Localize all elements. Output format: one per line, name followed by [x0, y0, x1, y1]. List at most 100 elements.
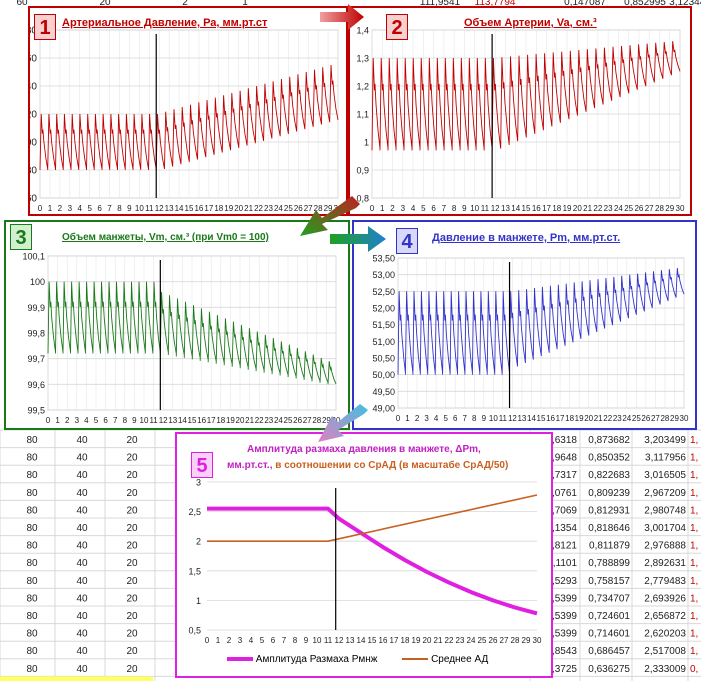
x-tick-label: 4 — [434, 414, 439, 423]
x-tick-label: 11 — [145, 204, 154, 213]
x-tick-label: 16 — [194, 204, 203, 213]
y-tick-label: 99,9 — [27, 303, 45, 313]
x-tick-label: 3 — [424, 414, 429, 423]
sheet-cell-c: 20 — [126, 541, 138, 552]
x-tick-label: 6 — [97, 204, 102, 213]
y-tick-label: 51,50 — [372, 320, 395, 330]
x-tick-label: 22 — [603, 414, 612, 423]
waveform-line — [397, 267, 685, 375]
arrow-4-to-5 — [318, 404, 368, 442]
sheet-cell-e: 0,636275 — [588, 664, 630, 675]
x-tick-label: 21 — [594, 414, 603, 423]
sheet-cell-a: 80 — [26, 541, 38, 552]
x-tick-label: 14 — [175, 204, 184, 213]
sheet-cell-c: 20 — [126, 488, 138, 499]
x-tick-label: 19 — [224, 204, 233, 213]
chart-panel-arterial-pressure: 6080100120140160180012345678910111213141… — [28, 6, 348, 216]
chart-badge-2: 2 — [386, 14, 408, 40]
sheet-cell-e: 0,724601 — [588, 611, 630, 622]
x-tick-label: 24 — [274, 204, 283, 213]
x-tick-label: 5 — [87, 204, 92, 213]
y-tick-label: 1 — [364, 138, 369, 148]
sheet-cell-d: 0,8543 — [546, 646, 577, 657]
x-tick-label: 27 — [651, 414, 660, 423]
x-tick-label: 23 — [264, 204, 273, 213]
x-tick-label: 20 — [236, 416, 245, 425]
arrow-2-to-3 — [300, 196, 360, 236]
sheet-cell-e: 0,822683 — [588, 470, 630, 481]
sheet-cell-a: 80 — [26, 453, 38, 464]
chart-title-cuff-volume: Объем манжеты, Vm, см.³ (при Vm0 = 100) — [62, 232, 269, 243]
sheet-cell-f: 2,517008 — [644, 646, 686, 657]
chart-panel-cuff-volume: 99,5 99,6 99,7 99,8 99,9 100 100,1 0 1 2 3 4 5 6 7 8 9 10… — [4, 220, 350, 430]
sheet-cell-c: 20 — [126, 523, 138, 534]
sheet-cell-d: 0,7317 — [546, 470, 577, 481]
legend: Амплитуда Размаха Рмнж Среднее АД — [227, 654, 488, 665]
x-tick-label: 1 — [48, 204, 53, 213]
x-tick-label: 21 — [434, 636, 443, 645]
sheet-top-cell: 0,147087 — [564, 0, 606, 8]
x-tick-label: 26 — [634, 204, 643, 213]
x-tick-label: 6 — [271, 636, 276, 645]
x-tick-label: 11 — [324, 636, 333, 645]
x-tick-label: 19 — [412, 636, 421, 645]
y-tick-label: 99,8 — [27, 329, 45, 339]
waveform-line — [47, 281, 337, 385]
x-tick-label: 11 — [481, 204, 490, 213]
y-tick-label: 50,50 — [372, 354, 395, 364]
x-tick-label: 21 — [245, 416, 254, 425]
sheet-cell-a: 80 — [26, 470, 38, 481]
y-tick-label: 80 — [30, 166, 37, 177]
y-tick-label: 53,50 — [372, 254, 395, 264]
chart-panel-cuff-pressure: 49,00 49,50 50,00 50,50 51,00 51,50 52,00 52,50… — [352, 220, 697, 430]
sheet-cell-edge: 1, — [690, 488, 698, 499]
sheet-cell-c: 20 — [126, 629, 138, 640]
x-tick-label: 28 — [312, 416, 321, 425]
sheet-cell-a: 80 — [26, 646, 38, 657]
x-tick-label: 0 — [205, 636, 210, 645]
x-tick-label: 0 — [46, 416, 51, 425]
sheet-highlight-row — [0, 676, 153, 681]
sheet-cell-edge: 1, — [690, 470, 698, 481]
x-tick-label: 25 — [284, 204, 293, 213]
x-tick-label: 29 — [324, 204, 333, 213]
x-tick-label: 28 — [511, 636, 520, 645]
x-tick-label: 3 — [75, 416, 80, 425]
sheet-cell-edge: 1, — [690, 576, 698, 587]
sheet-top-cell: 111,9541 — [420, 0, 461, 8]
sheet-cell-b: 40 — [76, 611, 88, 622]
sheet-cell-c: 20 — [126, 664, 138, 675]
x-tick-label: 18 — [565, 414, 574, 423]
sheet-cell-e: 0,811879 — [589, 541, 630, 552]
sheet-cell-e: 0,714601 — [588, 629, 630, 640]
x-tick-label: 20 — [234, 204, 243, 213]
sheet-cell-f: 2,892631 — [644, 558, 686, 569]
x-tick-label: 16 — [532, 204, 541, 213]
sheet-cell-d: 0,5293 — [546, 576, 577, 587]
sheet-cell-c: 20 — [126, 435, 138, 446]
y-tick-label: 51,00 — [372, 337, 395, 347]
sheet-cell-c: 20 — [126, 576, 138, 587]
x-tick-label: 22 — [254, 204, 263, 213]
y-tick-label: 1 — [196, 596, 201, 606]
chart-panel-artery-volume: 0,8 0,9 1 1,1 1,2 1,3 1,4 0 1 2 3 4 5 6 7 8 9 10 11 12 13 14 1… — [348, 6, 692, 216]
chart-amplitude: 0,511,522,530 1 2 3 4 5 6 7 8 9 10 11 12 13 14 15 16 17 18… — [188, 478, 542, 646]
sheet-top-cell: 113,7794 — [475, 0, 516, 8]
sheet-cell-b: 40 — [76, 453, 88, 464]
chart-badge-4: 4 — [396, 228, 418, 254]
sheet-cell-b: 40 — [76, 505, 88, 516]
x-tick-label: 15 — [368, 636, 377, 645]
x-tick-label: 27 — [303, 416, 312, 425]
sheet-cell-e: 0,809239 — [588, 488, 630, 499]
sheet-cell-d: 0,8121 — [546, 541, 577, 552]
sheet-cell-a: 80 — [26, 505, 38, 516]
sheet-cell-b: 40 — [76, 629, 88, 640]
x-tick-label: 20 — [423, 636, 432, 645]
x-tick-label: 27 — [304, 204, 313, 213]
x-tick-label: 23 — [604, 204, 613, 213]
x-tick-label: 22 — [255, 416, 264, 425]
sheet-cell-c: 20 — [126, 558, 138, 569]
sheet-cell-b: 40 — [76, 523, 88, 534]
x-tick-label: 17 — [542, 204, 551, 213]
